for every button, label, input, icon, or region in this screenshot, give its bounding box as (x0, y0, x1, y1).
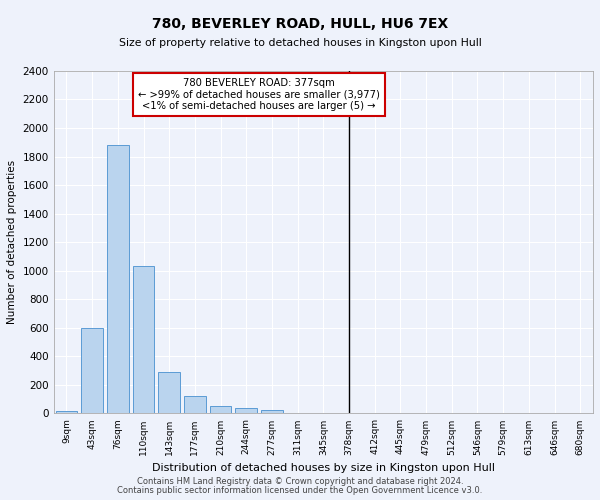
Text: Contains public sector information licensed under the Open Government Licence v3: Contains public sector information licen… (118, 486, 482, 495)
Text: Size of property relative to detached houses in Kingston upon Hull: Size of property relative to detached ho… (119, 38, 481, 48)
Y-axis label: Number of detached properties: Number of detached properties (7, 160, 17, 324)
Bar (235, 408, 257, 414)
Bar (81, 328, 103, 414)
Bar (56, 412, 77, 414)
Text: 780, BEVERLEY ROAD, HULL, HU6 7EX: 780, BEVERLEY ROAD, HULL, HU6 7EX (152, 18, 448, 32)
Bar (261, 410, 283, 414)
X-axis label: Distribution of detached houses by size in Kingston upon Hull: Distribution of detached houses by size … (152, 463, 495, 473)
Bar (107, 145, 129, 413)
Bar (184, 396, 206, 413)
Text: 780 BEVERLEY ROAD: 377sqm
← >99% of detached houses are smaller (3,977)
<1% of s: 780 BEVERLEY ROAD: 377sqm ← >99% of deta… (138, 78, 380, 112)
Bar (209, 406, 232, 414)
Bar (158, 372, 180, 414)
Text: Contains HM Land Registry data © Crown copyright and database right 2024.: Contains HM Land Registry data © Crown c… (137, 477, 463, 486)
Bar (133, 266, 154, 414)
